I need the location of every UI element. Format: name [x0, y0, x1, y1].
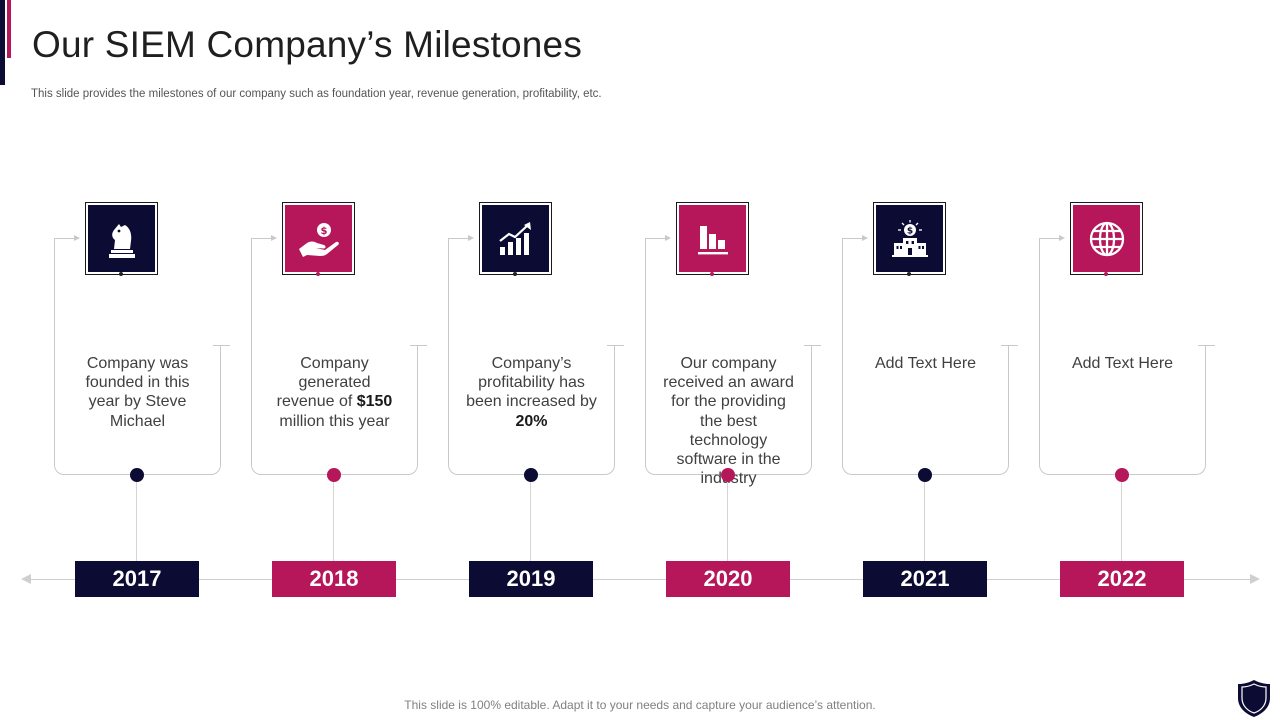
frame-cap [1198, 345, 1215, 346]
frame-connector [251, 238, 273, 239]
frame-connector [645, 238, 667, 239]
svg-text:$: $ [906, 226, 912, 236]
frame-cap [804, 345, 821, 346]
milestone-connector [136, 475, 137, 562]
slide-footer: This slide is 100% editable. Adapt it to… [404, 698, 876, 712]
milestone-text: million this year [279, 412, 390, 430]
frame-arrow-icon [862, 235, 868, 241]
milestone-2019: Company’s profitability has been increas… [394, 0, 624, 720]
timeline-node [524, 468, 538, 482]
milestone-description: Our company received an award for the pr… [663, 354, 794, 488]
shield-logo-icon [1238, 680, 1270, 717]
milestone-text: Company generated revenue of [276, 355, 371, 411]
frame-arrow-icon [74, 235, 80, 241]
milestone-icon-box [676, 202, 749, 275]
bank-icon: $ [891, 219, 929, 259]
timeline-arrow-left-icon [21, 574, 31, 584]
bar-chart-icon [695, 221, 731, 257]
milestone-icon-box [1070, 202, 1143, 275]
frame-arrow-icon [468, 235, 474, 241]
milestone-2022: Add Text Here 2022 [985, 0, 1215, 720]
icon-anchor-dot [907, 272, 911, 276]
icon-anchor-dot [119, 272, 123, 276]
timeline-arrow-right-icon [1250, 574, 1260, 584]
milestone-2021: $ Add Text Here 2021 [788, 0, 1018, 720]
milestone-description: Add Text Here [1057, 354, 1188, 373]
icon-anchor-dot [513, 272, 517, 276]
growth-chart-icon [497, 220, 535, 258]
slide-subtitle: This slide provides the milestones of ou… [31, 88, 602, 100]
frame-connector [1039, 238, 1061, 239]
timeline-axis [28, 579, 1252, 580]
milestone-text: Add Text Here [1071, 355, 1174, 372]
year-badge: 2020 [666, 561, 790, 597]
frame-arrow-icon [665, 235, 671, 241]
chess-knight-icon [105, 219, 139, 259]
year-badge: 2017 [75, 561, 199, 597]
icon-anchor-dot [710, 272, 714, 276]
milestone-icon-box: $ [282, 202, 355, 275]
frame-cap [607, 345, 624, 346]
timeline-node [130, 468, 144, 482]
globe-icon [1088, 220, 1126, 258]
timeline-node [327, 468, 341, 482]
year-badge: 2022 [1060, 561, 1184, 597]
money-hand-icon: $ [296, 219, 342, 259]
year-badge: 2018 [272, 561, 396, 597]
milestone-connector [924, 475, 925, 562]
milestone-highlight: $150 [356, 393, 393, 411]
milestone-2018: $ Company generated revenue of $150 milli… [197, 0, 427, 720]
svg-text:$: $ [320, 226, 327, 237]
frame-arrow-icon [1059, 235, 1065, 241]
milestone-highlight: 20% [515, 412, 548, 430]
milestone-2017: Company was founded in this year by Stev… [0, 0, 230, 720]
milestone-description: Company was founded in this year by Stev… [72, 354, 203, 431]
milestone-icon-box [479, 202, 552, 275]
milestone-connector [333, 475, 334, 562]
frame-arrow-icon [271, 235, 277, 241]
frame-connector [54, 238, 76, 239]
milestone-connector [530, 475, 531, 562]
milestone-text: Our company received an award for the pr… [663, 355, 794, 487]
frame-cap [410, 345, 427, 346]
milestone-description: Add Text Here [860, 354, 991, 373]
year-badge: 2021 [863, 561, 987, 597]
milestone-2020: Our company received an award for the pr… [591, 0, 821, 720]
accent-bar [0, 0, 5, 85]
timeline-node [1115, 468, 1129, 482]
milestone-icon-box: $ [873, 202, 946, 275]
icon-anchor-dot [316, 272, 320, 276]
frame-cap [213, 345, 230, 346]
milestone-connector [727, 475, 728, 562]
timeline-node [721, 468, 735, 482]
milestone-text: Company’s profitability has been increas… [466, 355, 597, 411]
milestone-text: Company was founded in this year by Stev… [85, 355, 190, 430]
milestone-connector [1121, 475, 1122, 562]
slide-title: Our SIEM Company’s Milestones [32, 24, 583, 65]
timeline-node [918, 468, 932, 482]
frame-cap [1001, 345, 1018, 346]
milestone-description: Company generated revenue of $150 millio… [269, 354, 400, 431]
year-badge: 2019 [469, 561, 593, 597]
milestone-description: Company’s profitability has been increas… [466, 354, 597, 431]
milestone-icon-box [85, 202, 158, 275]
frame-connector [842, 238, 864, 239]
icon-anchor-dot [1104, 272, 1108, 276]
accent-bar-secondary [7, 0, 11, 58]
milestone-text: Add Text Here [874, 355, 977, 372]
frame-connector [448, 238, 470, 239]
